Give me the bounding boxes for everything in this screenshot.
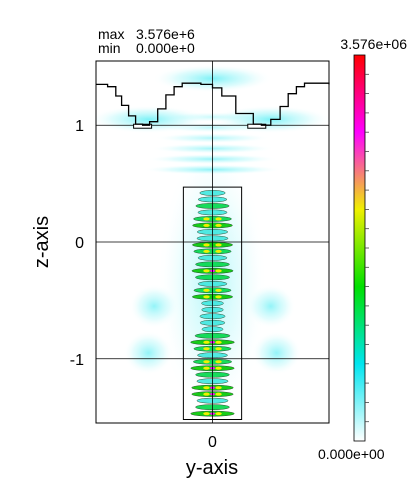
plot-frame	[95, 60, 330, 424]
surface-glow	[210, 105, 329, 134]
hot-spot	[215, 347, 222, 351]
hot-spot	[215, 386, 222, 390]
hot-spot	[215, 295, 222, 299]
hot-spot	[215, 412, 222, 416]
core-region	[182, 186, 243, 420]
side-lobe	[245, 284, 296, 329]
max-stat-label: max	[98, 26, 125, 42]
y-tick-label: -1	[70, 352, 84, 369]
hot-spot	[203, 347, 210, 351]
x-tick-label: 0	[208, 434, 217, 451]
hot-spot	[215, 269, 222, 273]
y-axis-label: z-axis	[31, 216, 53, 268]
min-stat-value: 0.000e+0	[136, 40, 195, 56]
hot-spot	[203, 360, 210, 364]
hot-spot	[203, 392, 210, 396]
y-tick-label: 1	[75, 118, 84, 135]
hot-spot	[215, 243, 222, 247]
colorbar	[353, 54, 366, 442]
hot-spot	[215, 360, 222, 364]
hot-spot	[203, 217, 210, 221]
hot-spot	[215, 217, 222, 221]
hot-spot	[215, 288, 222, 292]
hot-spot	[203, 366, 210, 370]
surface-profile	[96, 82, 330, 126]
side-lobe	[123, 330, 174, 375]
colorbar-max-label: 3.576e+06	[340, 36, 407, 52]
max-stat: max 3.576e+6	[98, 27, 195, 42]
hot-spot	[203, 340, 210, 344]
hot-spot	[215, 249, 222, 253]
side-lobe	[129, 284, 180, 329]
max-stat-value: 3.576e+6	[136, 26, 195, 42]
x-axis-label: y-axis	[186, 457, 238, 479]
min-stat: min 0.000e+0	[98, 41, 195, 56]
y-tick-label: 0	[75, 235, 84, 252]
hot-spot	[203, 223, 210, 227]
hot-spot	[203, 412, 210, 416]
hot-spot	[215, 223, 222, 227]
hot-spot	[215, 392, 222, 396]
hot-spot	[215, 340, 222, 344]
axis-ticks: 0 -1 0 1	[70, 118, 217, 451]
hot-spot	[203, 295, 210, 299]
hot-spot	[203, 243, 210, 247]
surface-glow	[96, 105, 209, 134]
hot-spot	[203, 386, 210, 390]
hot-spot	[215, 366, 222, 370]
grid-lines	[96, 61, 329, 423]
colorbar-ticks	[365, 73, 369, 423]
hot-spot	[203, 269, 210, 273]
min-stat-label: min	[98, 40, 121, 56]
hot-spot	[203, 288, 210, 292]
hot-spot	[203, 249, 210, 253]
side-lobe	[251, 330, 302, 375]
colorbar-min-label: 0.000e+00	[318, 446, 385, 462]
